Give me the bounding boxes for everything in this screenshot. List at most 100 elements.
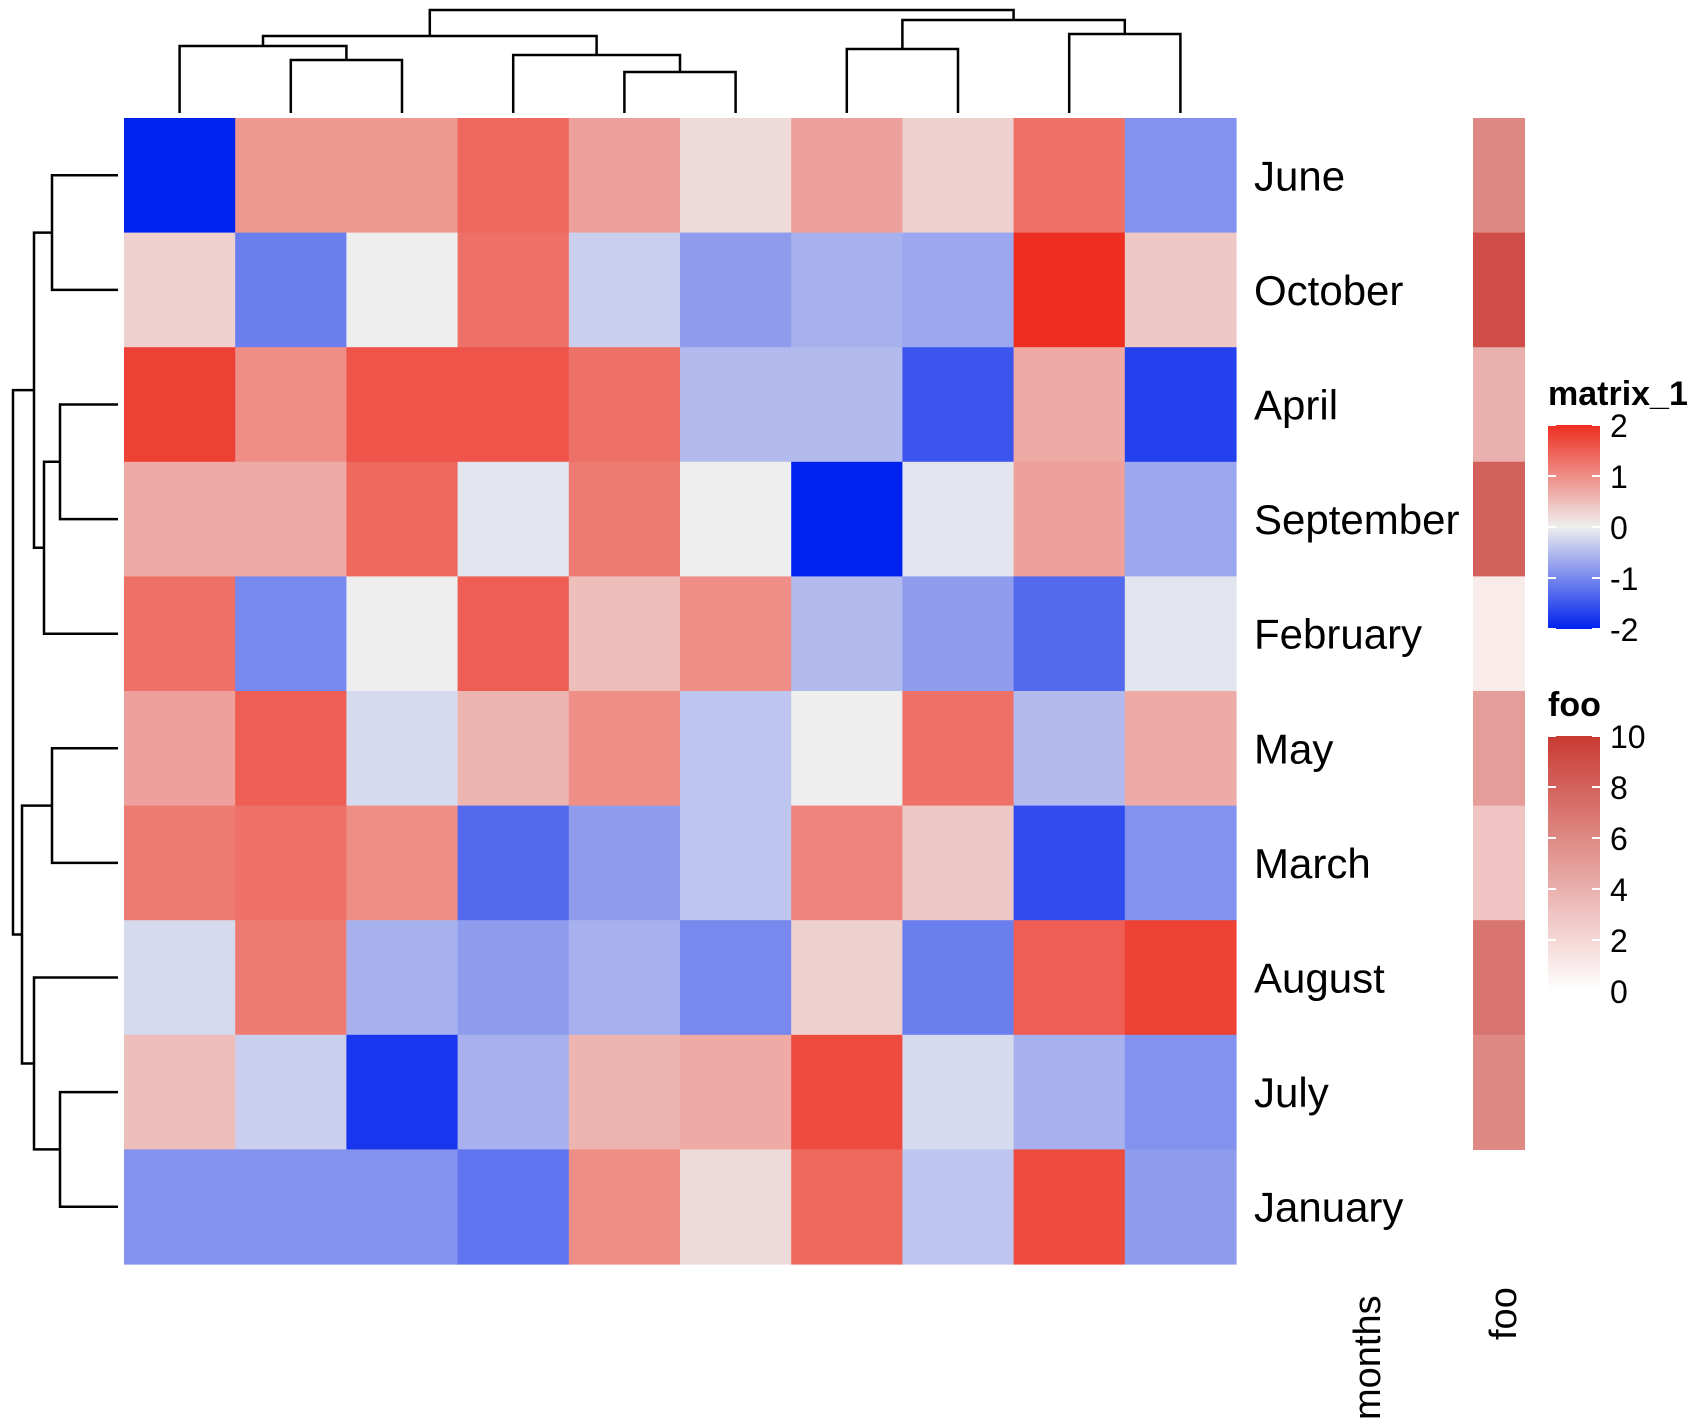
heatmap-cell <box>124 232 236 348</box>
heatmap-cell <box>346 232 459 348</box>
column-dendrogram-branch <box>428 8 1015 36</box>
heatmap-cell <box>235 920 347 1036</box>
annotation-cell <box>1473 461 1525 577</box>
heatmap-cell <box>235 461 347 577</box>
heatmap-cell <box>457 576 570 692</box>
row-label: October <box>1254 267 1403 314</box>
heatmap-cell <box>791 461 903 577</box>
heatmap-cell <box>346 1034 459 1150</box>
matrix-legend-tick-label: -2 <box>1610 612 1638 648</box>
heatmap-cell <box>680 691 792 807</box>
column-dendrogram-branch <box>845 47 960 113</box>
heatmap-cell <box>568 232 681 348</box>
heatmap-cell <box>902 118 1015 234</box>
heatmap-cell <box>1124 805 1237 921</box>
heatmap-cell <box>346 461 459 577</box>
row-dendrogram-branch <box>32 976 118 1151</box>
heatmap-cell <box>346 691 459 807</box>
annotation-cell <box>1473 920 1525 1036</box>
heatmap-cell <box>235 232 347 348</box>
heatmap-cell <box>1013 1034 1126 1150</box>
column-dendrogram-branch <box>289 58 404 113</box>
row-dendrogram <box>11 174 118 1208</box>
foo-legend-tick-label: 2 <box>1610 923 1628 959</box>
heatmap-cell <box>346 576 459 692</box>
heatmap-cell <box>902 920 1015 1036</box>
heatmap-cell <box>457 805 570 921</box>
heatmap-cell <box>1124 118 1237 234</box>
heatmap-cell <box>680 920 792 1036</box>
heatmap-cell <box>791 1034 903 1150</box>
matrix-legend-tick-label: 1 <box>1610 459 1628 495</box>
heatmap-cell <box>1124 920 1237 1036</box>
annotation-bar <box>1473 118 1525 1150</box>
row-label: June <box>1254 152 1345 199</box>
heatmap-cell <box>680 1034 792 1150</box>
row-dendrogram-branch <box>58 1090 118 1208</box>
heatmap-cell <box>791 118 903 234</box>
heatmap-cell <box>680 232 792 348</box>
row-label: March <box>1254 840 1371 887</box>
heatmap-cell <box>235 691 347 807</box>
heatmap-cell <box>1124 1149 1237 1265</box>
heatmap-cell <box>346 920 459 1036</box>
heatmap-cell <box>568 920 681 1036</box>
column-dendrogram-branch <box>178 44 348 113</box>
row-dendrogram-branch <box>20 804 52 1065</box>
foo-legend-title: foo <box>1548 686 1601 724</box>
annotation-cell <box>1473 118 1525 234</box>
heatmap-cell <box>235 576 347 692</box>
heatmap-cell <box>902 461 1015 577</box>
heatmap-cell <box>568 576 681 692</box>
heatmap-cell <box>124 118 236 234</box>
column-dendrogram-branch <box>623 70 737 113</box>
heatmap-cell <box>346 118 459 234</box>
row-label: July <box>1254 1069 1329 1116</box>
heatmap-cell <box>791 232 903 348</box>
annotation-cell <box>1473 691 1525 807</box>
heatmap-cell <box>568 1149 681 1265</box>
heatmap-cell <box>1124 576 1237 692</box>
heatmap-cell <box>902 1149 1015 1265</box>
heatmap-cell <box>791 805 903 921</box>
heatmap-cell <box>235 118 347 234</box>
foo-legend-tick-label: 8 <box>1610 770 1628 806</box>
row-label: April <box>1254 382 1338 429</box>
foo-legend-tick-label: 6 <box>1610 821 1628 857</box>
heatmap-cell <box>568 691 681 807</box>
heatmap-cell <box>1013 118 1126 234</box>
heatmap-cell <box>457 1149 570 1265</box>
heatmap-cell <box>902 232 1015 348</box>
matrix-legend-bar <box>1548 425 1600 629</box>
heatmap-cell <box>457 118 570 234</box>
heatmap-cell <box>235 805 347 921</box>
heatmap-cell <box>791 1149 903 1265</box>
heatmap-cell <box>1124 232 1237 348</box>
heatmap-cell <box>124 1034 236 1150</box>
column-dendrogram-branch <box>511 53 682 113</box>
foo-legend-tick-label: 10 <box>1610 719 1646 755</box>
heatmap-cell <box>902 691 1015 807</box>
row-axis-title: months <box>1347 1295 1389 1420</box>
heatmap-cell <box>346 347 459 463</box>
heatmap-cell <box>902 576 1015 692</box>
foo-legend-tick-label: 4 <box>1610 872 1628 908</box>
heatmap-cell <box>680 576 792 692</box>
heatmap-cell <box>457 920 570 1036</box>
heatmap-cell <box>680 1149 792 1265</box>
heatmap-cell <box>235 1149 347 1265</box>
row-label: September <box>1254 496 1459 543</box>
heatmap-cell <box>124 691 236 807</box>
row-dendrogram-branch <box>42 460 118 635</box>
heatmap-cell <box>1013 347 1126 463</box>
annotation-cell <box>1473 576 1525 692</box>
heatmap-cell <box>791 347 903 463</box>
matrix-legend-tick-label: 0 <box>1610 510 1628 546</box>
heatmap-cell <box>1013 691 1126 807</box>
heatmap-cell <box>124 347 236 463</box>
heatmap-cell <box>568 1034 681 1150</box>
annotation-cell <box>1473 1034 1525 1150</box>
heatmap-cell <box>124 1149 236 1265</box>
